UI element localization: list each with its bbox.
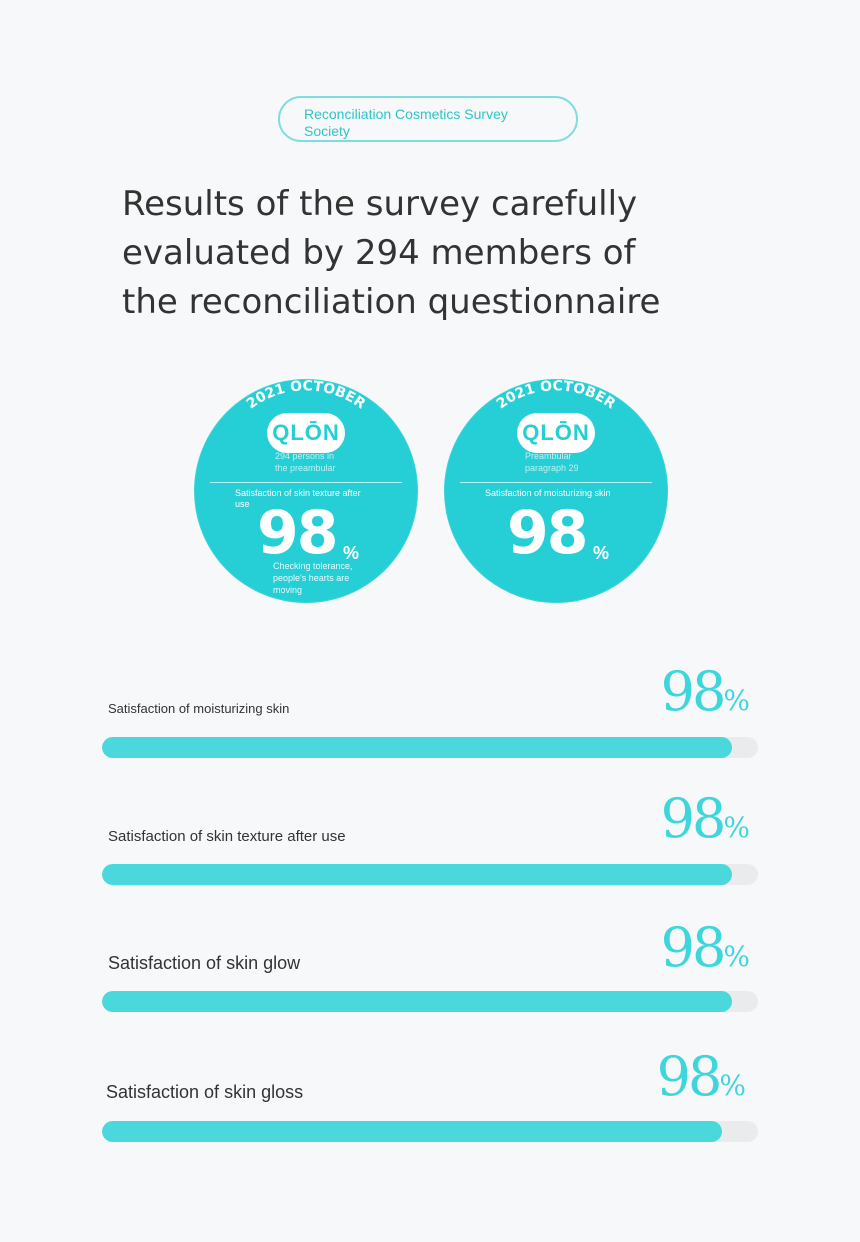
badge-date: 2021 OCTOBER [494, 380, 619, 413]
badge-value: 98 [257, 498, 338, 568]
result-label: Satisfaction of skin texture after use [108, 828, 346, 845]
result-label: Satisfaction of skin gloss [106, 1082, 304, 1102]
svg-text:2021 OCTOBER: 2021 OCTOBER [244, 380, 369, 413]
result-value: 98% [660, 660, 750, 723]
badge-sub: Preambular paragraph 29 [525, 451, 579, 473]
progress-fill [102, 991, 732, 1012]
badge-question: Satisfaction of skin texture after use [235, 488, 361, 509]
badge-date-arc: 2021 OCTOBER [494, 380, 619, 413]
survey-badge-texture: 2021 OCTOBER QLŌN 294 persons in the pre… [195, 380, 417, 602]
badge-divider [210, 482, 402, 483]
page-headline: Results of the survey carefully evaluate… [122, 184, 661, 322]
society-name: Reconciliation Cosmetics Survey Society [304, 106, 508, 139]
badge-value: 98 [507, 498, 588, 568]
badge-sub: 294 persons in the preambular [275, 451, 336, 473]
result-row-texture: Satisfaction of skin texture after use 9… [102, 787, 758, 850]
qlon-logo: QLŌN [267, 413, 345, 453]
progress-bar-texture [102, 864, 758, 885]
result-value: 98% [660, 916, 750, 979]
progress-fill [102, 737, 732, 758]
survey-badge-moisture: 2021 OCTOBER QLŌN Preambular paragraph 2… [445, 380, 667, 602]
progress-fill [102, 1121, 722, 1142]
progress-bar-moisturizing [102, 737, 758, 758]
progress-bar-gloss [102, 1121, 758, 1142]
svg-text:2021 OCTOBER: 2021 OCTOBER [494, 380, 619, 413]
result-value: 98% [656, 1045, 746, 1108]
progress-bar-glow [102, 991, 758, 1012]
result-value: 98% [660, 787, 750, 850]
badge-note: Checking tolerance, people's hearts are … [273, 561, 353, 595]
badge-date-arc: 2021 OCTOBER [244, 380, 369, 413]
badge-date: 2021 OCTOBER [244, 380, 369, 413]
badge-divider [460, 482, 652, 483]
result-row-glow: Satisfaction of skin glow 98% [102, 916, 758, 979]
progress-fill [102, 864, 732, 885]
result-row-gloss: Satisfaction of skin gloss 98% [100, 1045, 756, 1108]
badge-percent: % [593, 543, 610, 563]
society-tag: Reconciliation Cosmetics Survey Society [278, 96, 578, 142]
result-label: Satisfaction of skin glow [108, 953, 301, 973]
qlon-logo: QLŌN [517, 413, 595, 453]
badge-percent: % [343, 543, 360, 563]
result-row-moisturizing: Satisfaction of moisturizing skin 98% [102, 660, 758, 723]
badge-question: Satisfaction of moisturizing skin [485, 488, 611, 498]
result-label: Satisfaction of moisturizing skin [108, 701, 290, 716]
